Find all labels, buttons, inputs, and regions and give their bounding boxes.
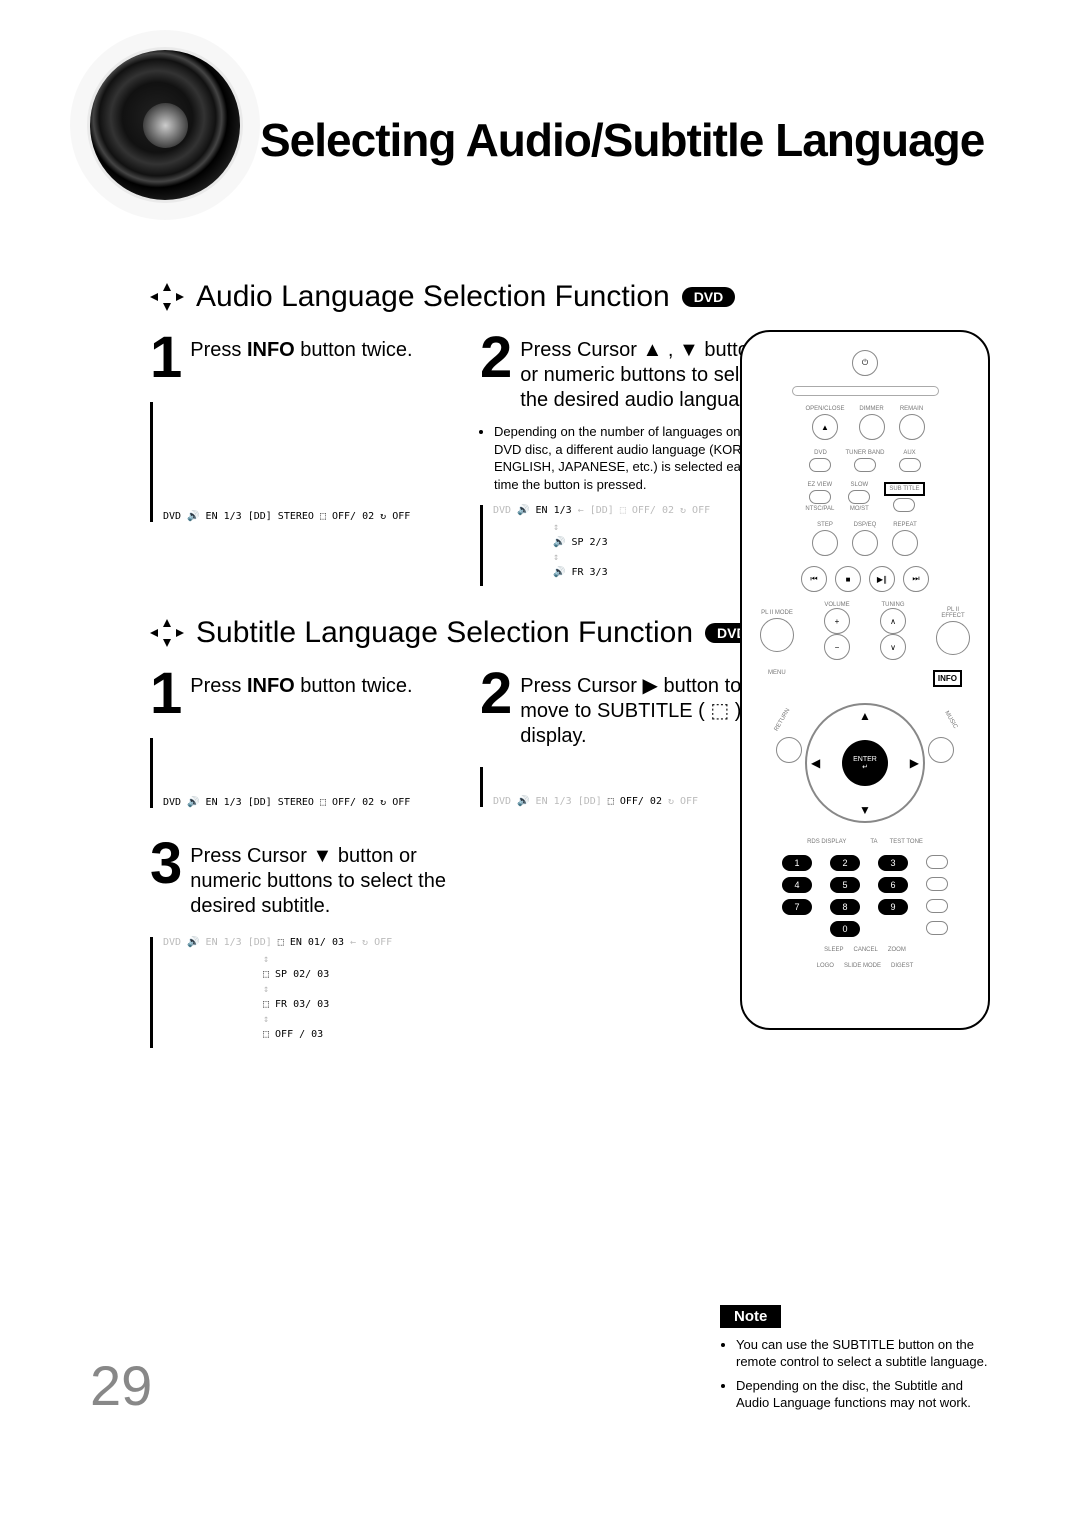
osd-display: DVD 🔊 EN 1/3 [DD] ⬚ EN 01/ 03 ← ↻ OFF ↕ …	[150, 937, 450, 1048]
num-2-button[interactable]: 2	[830, 855, 860, 871]
num-7-button[interactable]: 7	[782, 899, 812, 915]
step-note: Depending on the number of languages on …	[480, 423, 780, 493]
subtitle-label: SUB TITLE	[884, 482, 924, 496]
ezview-button[interactable]	[809, 490, 831, 504]
step-2-subtitle: 2 Press Cursor ▶ button to move to SUBTI…	[480, 668, 780, 808]
osd-display: DVD 🔊 EN 1/3 [DD] STEREO ⬚ OFF/ 02 ↻ OFF	[150, 402, 450, 522]
page-number: 29	[90, 1353, 152, 1418]
step-text: Press INFO button twice.	[190, 332, 412, 363]
num-9-button[interactable]: 9	[878, 899, 908, 915]
cursor-down-button[interactable]: ▼	[859, 803, 871, 817]
subtitle-button[interactable]	[893, 498, 915, 512]
number-pad: 1 2 3 4 5 6 7 8 9 0	[782, 855, 908, 937]
dimmer-button[interactable]	[859, 414, 885, 440]
music-button[interactable]	[928, 737, 954, 763]
num-6-button[interactable]: 6	[878, 877, 908, 893]
cursor-up-button[interactable]: ▲	[859, 709, 871, 723]
num-8-button[interactable]: 8	[830, 899, 860, 915]
info-label: INFO	[933, 670, 962, 687]
step-number: 1	[150, 332, 182, 384]
return-button[interactable]	[776, 737, 802, 763]
step-number: 2	[480, 332, 512, 384]
side-button-1[interactable]	[926, 855, 948, 869]
osd-line: DVD 🔊 EN 1/3 [DD] ⬚ OFF/ 02 ↻ OFF	[493, 796, 780, 807]
cursor-left-button[interactable]: ◀	[811, 756, 820, 770]
cursor-right-button[interactable]: ▶	[910, 756, 919, 770]
num-3-button[interactable]: 3	[878, 855, 908, 871]
arrows-icon	[150, 619, 184, 647]
num-1-button[interactable]: 1	[782, 855, 812, 871]
power-button[interactable]: ⏻	[852, 350, 878, 376]
section-header-audio: Audio Language Selection Function DVD	[150, 280, 990, 314]
dpad: ▲ ▼ ◀ ▶ ENTER↵	[805, 703, 925, 823]
step-text: Press Cursor ▼ button or numeric buttons…	[190, 838, 450, 919]
remote-bottom-labels: RDS DISPLAY TA TEST TONE	[807, 839, 923, 845]
next-button[interactable]: ⏭	[903, 566, 929, 592]
vol-down-button[interactable]: −	[824, 634, 850, 660]
pleffect-button[interactable]	[936, 621, 970, 655]
vol-up-button[interactable]: +	[824, 608, 850, 634]
step-number: 2	[480, 668, 512, 720]
page-header: Selecting Audio/Subtitle Language	[90, 80, 990, 200]
step-1-subtitle: 1 Press INFO button twice. DVD 🔊 EN 1/3 …	[150, 668, 450, 808]
stop-button[interactable]: ■	[835, 566, 861, 592]
note-list: You can use the SUBTITLE button on the r…	[720, 1336, 990, 1412]
osd-display: DVD 🔊 EN 1/3 [DD] ⬚ OFF/ 02 ↻ OFF	[480, 767, 780, 807]
section-title: Subtitle Language Selection Function	[196, 616, 693, 650]
section-title: Audio Language Selection Function	[196, 280, 670, 314]
dvd-badge: DVD	[682, 287, 736, 307]
osd-sub-list: ↕ ⬚ SP 02/ 03 ↕ ⬚ FR 03/ 03 ↕ ⬚ OFF / 03	[263, 954, 450, 1040]
remote-control: ⏻ OPEN/CLOSE▲ DIMMER REMAIN DVD TUNER BA…	[740, 330, 990, 1030]
repeat-button[interactable]	[892, 530, 918, 556]
num-0-button[interactable]: 0	[830, 921, 860, 937]
step-text: Press INFO button twice.	[190, 668, 412, 699]
open-close-button[interactable]: ▲	[812, 414, 838, 440]
step-1-audio: 1 Press INFO button twice. DVD 🔊 EN 1/3 …	[150, 332, 450, 586]
side-button-2[interactable]	[926, 877, 948, 891]
step-2-audio: 2 Press Cursor ▲ , ▼ buttons or numeric …	[480, 332, 780, 586]
num-5-button[interactable]: 5	[830, 877, 860, 893]
note-item: You can use the SUBTITLE button on the r…	[736, 1336, 990, 1371]
aux-button[interactable]	[899, 458, 921, 472]
osd-line: DVD 🔊 EN 1/3 [DD] ⬚ EN 01/ 03 ← ↻ OFF	[163, 937, 450, 948]
enter-button[interactable]: ENTER↵	[842, 740, 888, 786]
dsp-button[interactable]	[852, 530, 878, 556]
side-button-4[interactable]	[926, 921, 948, 935]
plmode-button[interactable]	[760, 618, 794, 652]
osd-line: DVD 🔊 EN 1/3 [DD] STEREO ⬚ OFF/ 02 ↻ OFF	[163, 511, 450, 522]
step-number: 1	[150, 668, 182, 720]
tune-up-button[interactable]: ∧	[880, 608, 906, 634]
dvd-button[interactable]	[809, 458, 831, 472]
remote-window	[792, 386, 939, 396]
num-4-button[interactable]: 4	[782, 877, 812, 893]
osd-line: DVD 🔊 EN 1/3 ← [DD] ⬚ OFF/ 02 ↻ OFF	[493, 505, 780, 516]
page-title: Selecting Audio/Subtitle Language	[260, 113, 984, 167]
osd-line: DVD 🔊 EN 1/3 [DD] STEREO ⬚ OFF/ 02 ↻ OFF	[163, 797, 450, 808]
step-button[interactable]	[812, 530, 838, 556]
tuner-button[interactable]	[854, 458, 876, 472]
prev-button[interactable]: ⏮	[801, 566, 827, 592]
osd-display: DVD 🔊 EN 1/3 ← [DD] ⬚ OFF/ 02 ↻ OFF ↕ 🔊 …	[480, 505, 780, 586]
note-item: Depending on the disc, the Subtitle and …	[736, 1377, 990, 1412]
note-box: Note You can use the SUBTITLE button on …	[720, 1305, 990, 1418]
note-title: Note	[720, 1305, 781, 1328]
arrows-icon	[150, 283, 184, 311]
step-number: 3	[150, 838, 182, 890]
step-3-subtitle: 3 Press Cursor ▼ button or numeric butto…	[150, 838, 450, 1048]
slow-button[interactable]	[848, 490, 870, 504]
play-pause-button[interactable]: ▶∥	[869, 566, 895, 592]
tune-down-button[interactable]: ∨	[880, 634, 906, 660]
side-button-3[interactable]	[926, 899, 948, 913]
osd-display: DVD 🔊 EN 1/3 [DD] STEREO ⬚ OFF/ 02 ↻ OFF	[150, 738, 450, 808]
speaker-icon	[90, 50, 240, 200]
remain-button[interactable]	[899, 414, 925, 440]
